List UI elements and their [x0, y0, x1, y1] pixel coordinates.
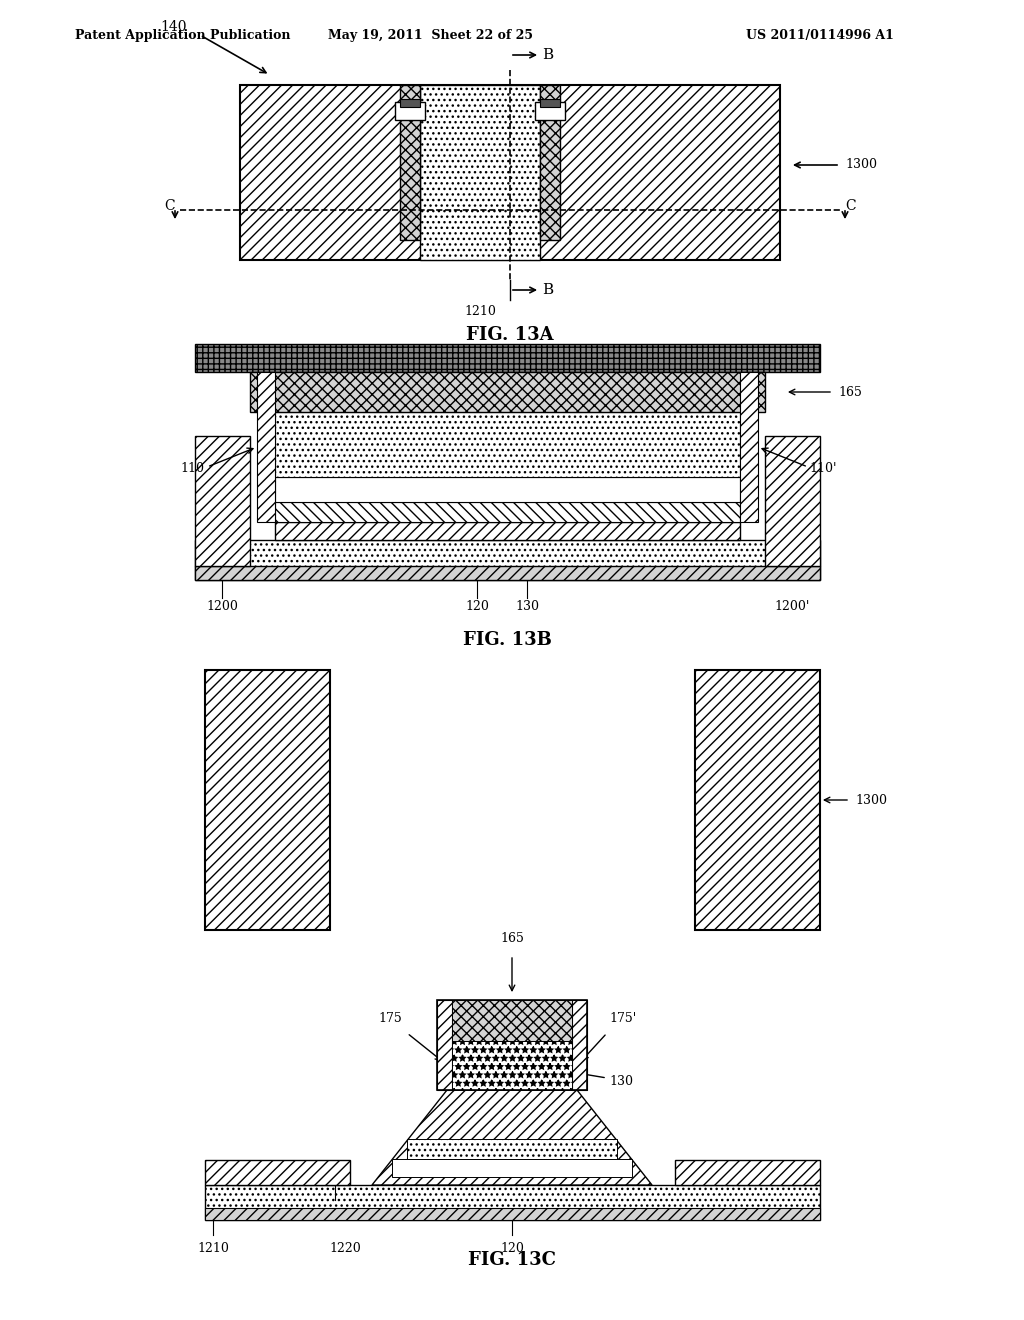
Text: 165: 165 — [838, 385, 862, 399]
Bar — [400, 84, 420, 240]
Bar — [740, 372, 758, 521]
Bar — [275, 412, 740, 477]
Bar — [195, 436, 250, 566]
Bar — [695, 671, 820, 931]
Text: FIG. 13A: FIG. 13A — [466, 326, 554, 345]
Bar — [205, 1160, 350, 1185]
Bar — [535, 102, 565, 120]
Text: B: B — [542, 48, 553, 62]
Text: 1220: 1220 — [329, 1242, 360, 1255]
Text: 120: 120 — [466, 601, 489, 612]
Text: B: B — [542, 282, 553, 297]
Bar — [452, 1001, 572, 1040]
Bar — [257, 372, 275, 521]
Text: 130: 130 — [515, 601, 540, 612]
Text: 120: 120 — [500, 1242, 524, 1255]
Bar — [205, 1208, 820, 1220]
Bar — [572, 1001, 587, 1090]
Text: C: C — [845, 199, 856, 213]
Text: C: C — [165, 199, 175, 213]
Polygon shape — [372, 1090, 652, 1185]
Bar — [195, 566, 820, 579]
Bar — [437, 1001, 587, 1090]
Text: 175: 175 — [378, 1012, 402, 1026]
Text: 175': 175' — [609, 1012, 636, 1026]
Bar — [437, 1001, 452, 1090]
Bar — [540, 84, 560, 240]
Bar — [765, 436, 820, 566]
Bar — [675, 1160, 820, 1185]
Text: 1210: 1210 — [464, 305, 496, 318]
Text: 1200: 1200 — [207, 601, 239, 612]
Bar — [205, 671, 330, 931]
Bar — [452, 1040, 572, 1090]
Text: 165: 165 — [500, 932, 524, 945]
Text: 1200': 1200' — [775, 601, 810, 612]
Bar — [275, 477, 740, 502]
Bar — [392, 1159, 632, 1177]
Text: US 2011/0114996 A1: US 2011/0114996 A1 — [746, 29, 894, 41]
Text: 1210: 1210 — [197, 1242, 229, 1255]
Text: Patent Application Publication: Patent Application Publication — [75, 29, 291, 41]
Text: 110': 110' — [809, 462, 837, 475]
Text: May 19, 2011  Sheet 22 of 25: May 19, 2011 Sheet 22 of 25 — [328, 29, 532, 41]
Text: 1300: 1300 — [845, 158, 877, 172]
Text: 110: 110 — [180, 462, 204, 475]
Bar — [240, 84, 780, 260]
Bar — [195, 540, 820, 579]
Bar — [407, 1139, 617, 1159]
Bar — [395, 102, 425, 120]
Bar — [420, 84, 540, 260]
Text: 130: 130 — [609, 1074, 633, 1088]
Bar — [275, 502, 740, 521]
Bar — [540, 99, 560, 107]
Text: 1300: 1300 — [855, 793, 887, 807]
Bar — [400, 99, 420, 107]
Text: FIG. 13B: FIG. 13B — [463, 631, 552, 649]
Bar — [275, 521, 740, 540]
Text: FIG. 13C: FIG. 13C — [468, 1251, 556, 1269]
Bar — [205, 1185, 820, 1220]
Text: 140: 140 — [160, 20, 186, 34]
Bar — [195, 345, 820, 372]
Bar — [250, 372, 765, 412]
